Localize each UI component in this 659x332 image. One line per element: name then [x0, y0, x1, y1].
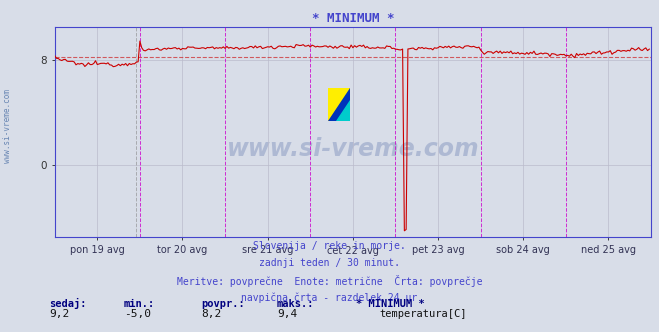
Text: Meritve: povprečne  Enote: metrične  Črta: povprečje: Meritve: povprečne Enote: metrične Črta:… [177, 275, 482, 287]
Polygon shape [328, 88, 350, 122]
Text: * MINIMUM *: * MINIMUM * [356, 299, 424, 309]
Text: Slovenija / reke in morje.: Slovenija / reke in morje. [253, 241, 406, 251]
Text: www.si-vreme.com: www.si-vreme.com [3, 89, 13, 163]
Text: 9,4: 9,4 [277, 309, 297, 319]
Text: maks.:: maks.: [277, 299, 314, 309]
Text: 9,2: 9,2 [49, 309, 70, 319]
Polygon shape [335, 100, 350, 122]
Text: -5,0: -5,0 [124, 309, 151, 319]
Text: www.si-vreme.com: www.si-vreme.com [227, 137, 479, 161]
Text: povpr.:: povpr.: [201, 299, 244, 309]
Text: navpična črta - razdelek 24 ur: navpična črta - razdelek 24 ur [241, 292, 418, 303]
Text: min.:: min.: [124, 299, 155, 309]
Text: zadnji teden / 30 minut.: zadnji teden / 30 minut. [259, 258, 400, 268]
Text: 8,2: 8,2 [201, 309, 221, 319]
Polygon shape [328, 88, 350, 122]
Text: temperatura[C]: temperatura[C] [379, 309, 467, 319]
Text: sedaj:: sedaj: [49, 298, 87, 309]
Title: * MINIMUM *: * MINIMUM * [312, 12, 394, 25]
